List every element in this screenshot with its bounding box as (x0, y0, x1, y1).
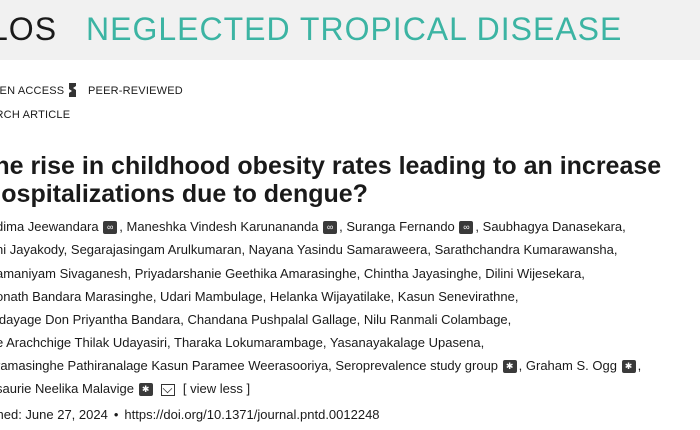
author-link[interactable]: Graham S. Ogg (525, 358, 617, 373)
affiliation-star-icon[interactable]: ✱ (621, 360, 636, 374)
orcid-icon[interactable]: ∞ (459, 221, 474, 235)
author-link[interactable]: ramasinghe Pathiranalage Kasun Paramee W… (0, 358, 332, 373)
author-link[interactable]: Saubhagya Danasekara, (482, 219, 626, 234)
journal-banner[interactable]: LOS NEGLECTED TROPICAL DISEASE (0, 0, 700, 60)
author-line-6[interactable]: e Arachchige Thilak Udayasiri, Tharaka L… (0, 335, 485, 350)
author-line-1: dima Jeewandara ∞, Maneshka Vindesh Karu… (0, 219, 626, 237)
article-type-label: ARCH ARTICLE (0, 109, 71, 121)
author-line-5[interactable]: idayage Don Priyantha Bandara, Chandana … (0, 312, 512, 327)
peer-reviewed-label: PEER-REVIEWED (88, 85, 183, 97)
article-title-line-1: the rise in childhood obesity rates lead… (0, 152, 662, 180)
plos-logo-text: LOS (0, 11, 58, 47)
doi-link[interactable]: https://doi.org/10.1371/journal.pntd.001… (124, 407, 380, 422)
author-link[interactable]: Suranga Fernando (346, 219, 455, 234)
publication-info: shed: June 27, 2024 • https://doi.org/10.1… (0, 407, 380, 422)
article-title: the rise in childhood obesity rates lead… (0, 152, 700, 208)
journal-name: NEGLECTED TROPICAL DISEASE (86, 11, 623, 47)
author-line-7: ramasinghe Pathiranalage Kasun Paramee W… (0, 358, 641, 376)
author-line-2[interactable]: ni Jayakody, Segarajasingam Arulkumaran,… (0, 242, 618, 257)
article-title-line-2: hospitalizations due to dengue? (0, 180, 368, 208)
affiliation-star-icon[interactable]: ✱ (138, 383, 153, 397)
author-line-4[interactable]: onath Bandara Marasinghe, Udari Mambulag… (0, 289, 519, 304)
orcid-icon[interactable]: ∞ (323, 221, 338, 235)
author-line-3[interactable]: amaniyam Sivaganesh, Priyadarshanie Geet… (0, 266, 585, 281)
author-link[interactable]: dima Jeewandara (0, 219, 99, 234)
author-link[interactable]: Seroprevalence study group (335, 358, 499, 373)
separator-dot: • (113, 407, 119, 422)
open-access-label: PEN ACCESS (0, 85, 65, 97)
affiliation-star-icon[interactable]: ✱ (502, 360, 517, 374)
view-less-link[interactable]: [ view less ] (182, 381, 251, 396)
author-line-8: saurie Neelika Malavige ✱ [ view less ] (0, 381, 250, 399)
published-date: shed: June 27, 2024 (0, 407, 108, 422)
peer-reviewed-icon (69, 83, 76, 97)
email-icon[interactable] (161, 383, 176, 396)
author-link[interactable]: saurie Neelika Malavige (0, 381, 135, 396)
author-link[interactable]: Maneshka Vindesh Karunananda (126, 219, 319, 234)
orcid-icon[interactable]: ∞ (103, 221, 118, 235)
